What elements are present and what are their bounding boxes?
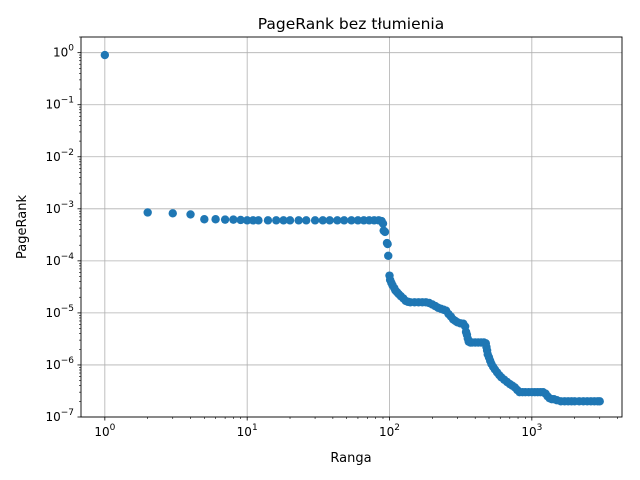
y-tick-label: 10−6	[45, 356, 74, 372]
data-point	[229, 215, 238, 224]
data-point	[211, 215, 220, 224]
y-tick-label: 10−5	[45, 304, 74, 320]
data-point	[333, 216, 342, 225]
x-tick-label: 103	[521, 423, 542, 439]
data-point	[595, 397, 604, 406]
data-point	[263, 216, 273, 225]
y-tick-label: 10−1	[45, 96, 74, 112]
y-axis-ticks: 100 10−1 10−2 10−3 10−4 10−5 10−6 10−7	[45, 36, 81, 424]
data-point	[236, 215, 245, 225]
data-point	[347, 216, 356, 225]
y-axis-label: PageRank	[15, 195, 30, 259]
data-point	[100, 50, 110, 60]
y-tick-label: 10−4	[45, 252, 74, 268]
data-point	[220, 215, 230, 224]
data-points	[100, 50, 604, 406]
data-point	[285, 216, 295, 225]
x-axis-ticks: 100 101 102 103	[94, 417, 618, 439]
x-axis-label: Ranga	[330, 451, 371, 466]
data-point	[186, 210, 195, 219]
data-point	[279, 216, 288, 225]
chart-title: PageRank bez tłumienia	[258, 15, 445, 33]
data-point	[383, 239, 392, 249]
data-point	[318, 216, 328, 225]
data-point	[168, 209, 177, 218]
data-point	[339, 216, 349, 225]
data-point	[378, 219, 388, 228]
plot-frame	[80, 36, 623, 418]
data-point	[310, 216, 320, 225]
data-point	[200, 215, 209, 224]
data-point	[254, 216, 263, 225]
y-tick-label: 10−2	[45, 148, 74, 164]
data-point	[294, 216, 303, 225]
y-tick-label: 10−7	[45, 408, 74, 424]
y-tick-label: 10−3	[45, 200, 74, 216]
data-point	[380, 227, 390, 237]
data-point	[272, 216, 281, 225]
data-point	[302, 216, 311, 225]
data-point	[353, 216, 363, 225]
x-tick-label: 101	[237, 423, 258, 439]
data-point	[325, 216, 334, 225]
x-tick-label: 102	[379, 423, 400, 439]
data-point	[384, 251, 393, 261]
y-tick-label: 100	[53, 44, 74, 60]
data-point	[143, 208, 152, 217]
x-tick-label: 100	[94, 423, 115, 439]
data-point	[242, 216, 252, 225]
